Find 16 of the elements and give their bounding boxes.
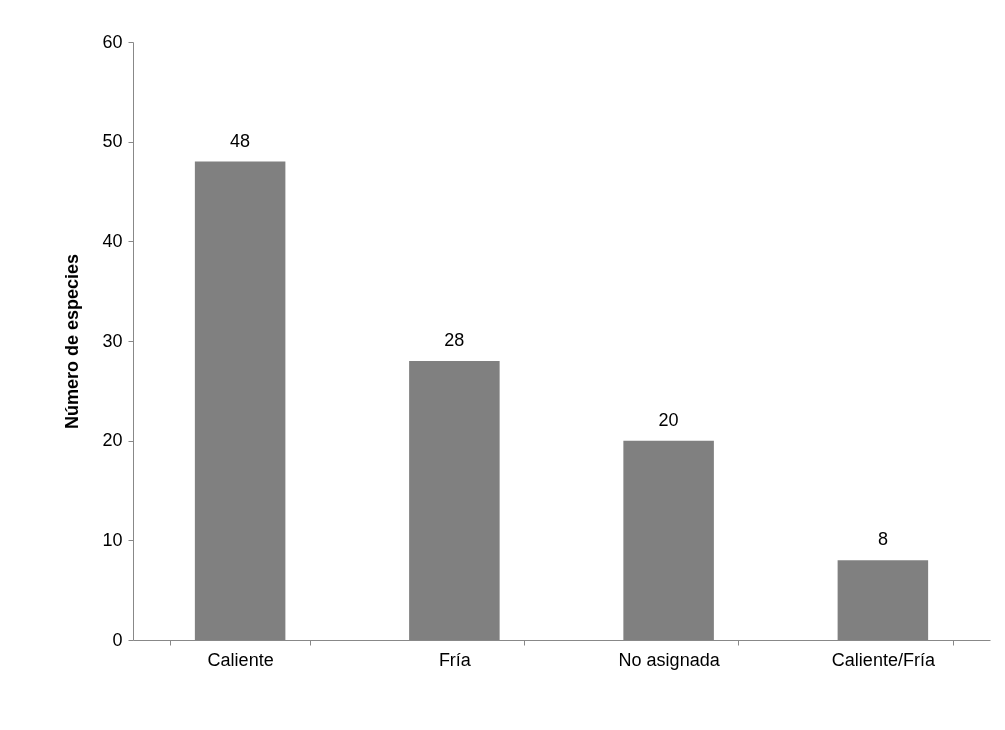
x-tick-label: Caliente/Fría [831,649,936,670]
y-tick-label: 40 [102,230,123,251]
y-axis-title: Número de especies [62,253,83,430]
y-tick-label: 0 [112,629,123,650]
y-tick-label: 60 [102,31,123,52]
x-tick-label: Caliente [207,649,274,670]
y-tick-label: 20 [102,430,123,451]
y-tick-label: 50 [102,131,123,152]
y-tick-label: 10 [102,529,123,550]
data-label: 28 [444,329,465,350]
data-label: 48 [230,130,251,151]
y-tick-label: 30 [102,330,123,351]
x-tick-label: Fría [438,649,472,670]
x-tick-label: No asignada [618,649,721,670]
data-label: 20 [658,409,679,430]
data-label: 8 [877,529,888,550]
